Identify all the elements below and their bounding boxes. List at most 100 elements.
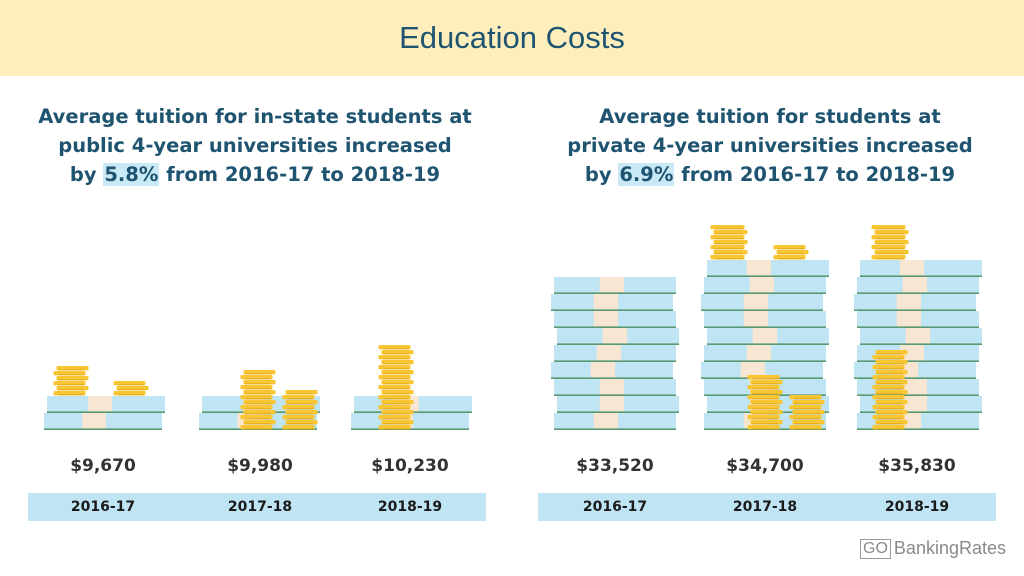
bill-band [599,396,625,413]
coin [750,420,783,425]
left-title-by: by [69,163,97,186]
bill-band [740,362,766,379]
coin [116,386,149,391]
bill-band [599,379,625,396]
coin [285,400,318,405]
coin [713,250,748,255]
coin [750,380,783,385]
coin [872,355,905,360]
coin [789,405,822,410]
bill-band [905,328,931,345]
coin [282,425,315,430]
coin [243,420,276,425]
coin [875,350,908,355]
right-title-rest: from 2016-17 to 2018-19 [681,163,956,186]
coin [282,395,315,400]
coin [243,400,276,405]
right-category-bar [538,493,996,521]
coin [747,405,780,410]
coin [378,385,411,390]
coin [710,255,745,260]
coin [792,420,825,425]
coin [53,371,86,376]
bill-band [899,260,925,277]
coin [773,245,806,250]
coin [710,225,745,230]
left-title-line3: by 5.8% from 2016-17 to 2018-19 [30,160,480,189]
bill-band [82,413,106,430]
coin [875,380,908,385]
coin [713,240,748,245]
right-title-line3: by 6.9% from 2016-17 to 2018-19 [545,160,995,189]
coin [776,250,809,255]
bill-band [902,396,928,413]
right-category-label: 2016-17 [582,499,648,515]
coin [872,365,905,370]
right-title-percent: 6.9% [618,163,675,186]
right-value-label: $35,830 [878,456,956,476]
coin [378,425,411,430]
left-title-line1: Average tuition for in-state students at [38,105,472,128]
coin [875,420,908,425]
right-value-label: $33,520 [576,456,654,476]
bill-band [593,294,619,311]
coin [872,415,905,420]
coin [378,415,411,420]
coin [773,255,806,260]
coin [240,375,273,380]
coin [381,390,414,395]
coin [243,410,276,415]
coin [789,395,822,400]
coin [875,390,908,395]
left-title-rest: from 2016-17 to 2018-19 [166,163,441,186]
coin [243,390,276,395]
coin [378,405,411,410]
coin [240,395,273,400]
bill-band [746,260,772,277]
coin [792,410,825,415]
bill-band [743,311,769,328]
bill-band [899,345,925,362]
coin [747,375,780,380]
page-title: Education Costs [399,20,625,55]
left-category-label: 2016-17 [70,499,136,515]
brand-logo: GO BankingRates [860,538,1006,559]
coin [378,395,411,400]
coin [381,400,414,405]
coin [381,380,414,385]
coin [282,405,315,410]
coin [747,395,780,400]
coin [378,355,411,360]
coin [285,410,318,415]
coin [871,255,906,260]
coin [378,365,411,370]
bill-band [596,345,622,362]
bill-band [593,311,619,328]
coin [285,420,318,425]
coin [240,425,273,430]
coin [875,400,908,405]
bill-band [752,328,778,345]
coin [240,415,273,420]
coin [750,400,783,405]
left-title-line2: public 4-year universities increased [58,134,452,157]
right-category-label: 2017-18 [732,499,798,515]
coin [240,405,273,410]
bill-band [590,362,616,379]
coin [750,390,783,395]
coin [710,235,745,240]
bill-band [896,294,922,311]
brand-box: GO [860,538,891,559]
coin [56,386,89,391]
coin [381,370,414,375]
bill-band [599,277,625,294]
left-value-label: $9,980 [227,456,293,476]
left-category-label: 2018-19 [377,499,443,515]
coin [378,375,411,380]
left-title-percent: 5.8% [103,163,160,186]
coin [789,425,822,430]
coin [282,415,315,420]
coin [53,391,86,396]
coin [243,370,276,375]
